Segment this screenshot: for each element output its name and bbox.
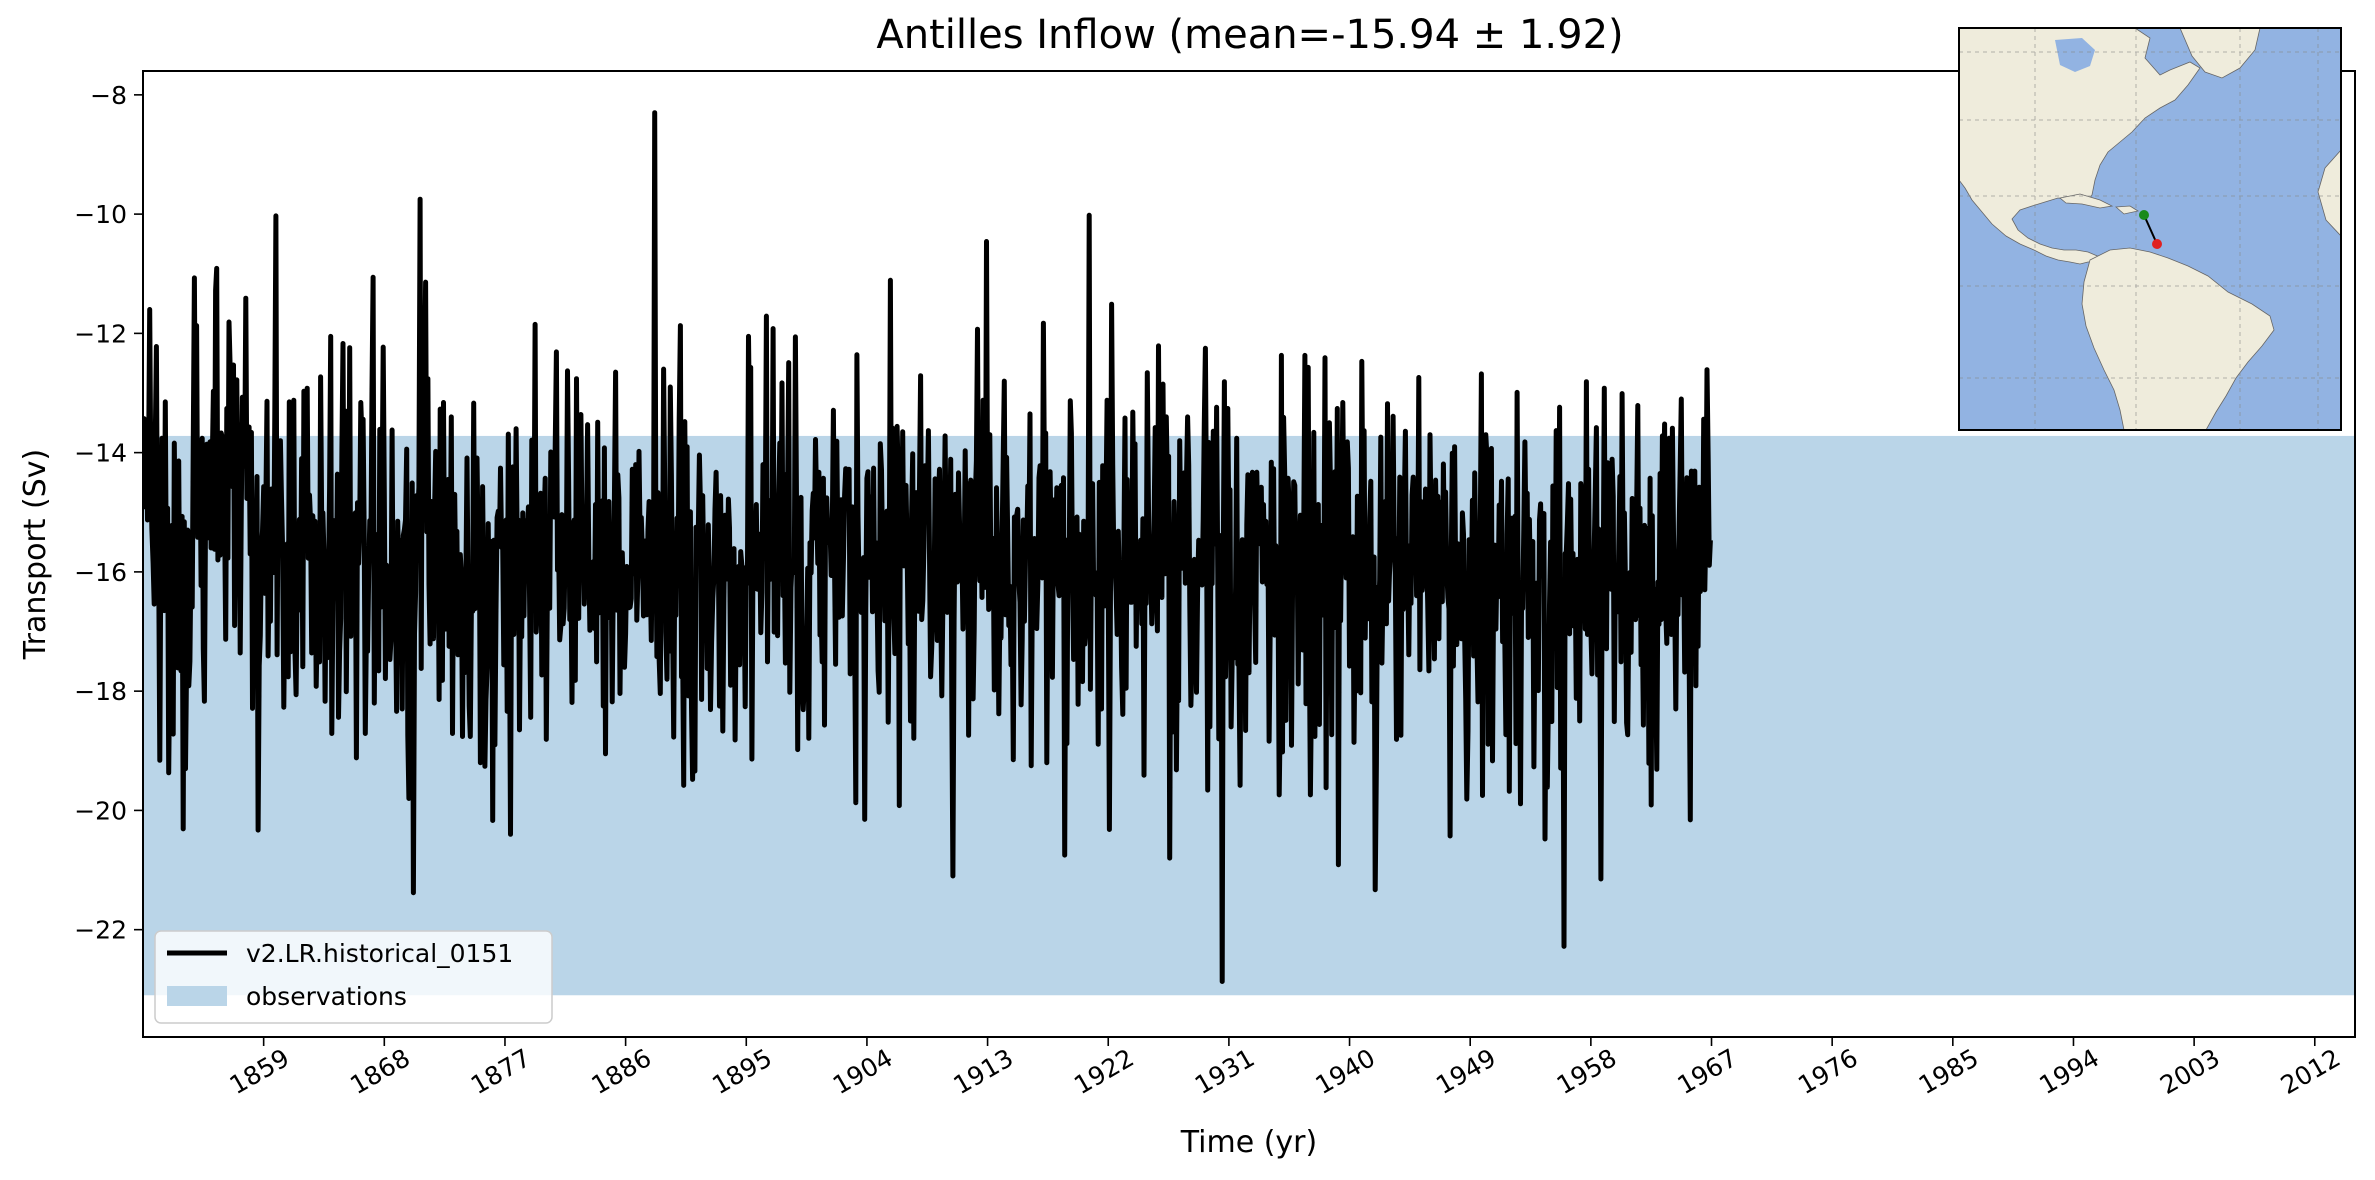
inset-map xyxy=(1958,27,2342,431)
inset-map-frame xyxy=(1958,27,2342,431)
plot-frame xyxy=(142,70,2356,1038)
map-north-america xyxy=(1959,28,2201,267)
legend-label-observations: observations xyxy=(246,982,407,1011)
map-hispaniola xyxy=(2115,205,2140,215)
y-tick-label: −20 xyxy=(74,796,127,825)
map-section-line xyxy=(2143,214,2158,245)
y-axis: −22 −20 −18 −16 −14 −12 −10 −8 xyxy=(74,81,143,945)
chart-title: Antilles Inflow (mean=-15.94 ± 1.92) xyxy=(876,12,1623,58)
y-tick-label: −10 xyxy=(74,200,127,229)
y-axis-label: Transport (Sv) xyxy=(18,449,53,661)
legend-frame xyxy=(154,930,553,1024)
y-tick-label: −8 xyxy=(90,81,127,110)
map-south-america xyxy=(2081,247,2275,430)
legend-band-swatch xyxy=(167,986,227,1006)
y-tick-label: −14 xyxy=(74,439,127,468)
x-axis-label: Time (yr) xyxy=(1180,1125,1317,1160)
map-graticule xyxy=(1959,28,2341,430)
map-africa xyxy=(2317,149,2341,237)
map-section-end-marker xyxy=(2152,239,2162,249)
y-tick-label: −18 xyxy=(74,677,127,706)
legend: v2.LR.historical_0151 observations xyxy=(154,930,553,1024)
series-line-v2-LR-historical-0151 xyxy=(143,110,1713,984)
map-section-start-marker xyxy=(2139,210,2149,220)
map-greenland xyxy=(2179,28,2261,79)
y-tick-label: −12 xyxy=(74,319,127,348)
y-tick-label: −22 xyxy=(74,916,127,945)
series-line-layer xyxy=(143,110,1713,984)
y-tick-label: −16 xyxy=(74,558,127,587)
map-hudson-bay xyxy=(2055,38,2095,72)
map-cuba xyxy=(2059,193,2114,209)
legend-label-model: v2.LR.historical_0151 xyxy=(246,939,513,968)
